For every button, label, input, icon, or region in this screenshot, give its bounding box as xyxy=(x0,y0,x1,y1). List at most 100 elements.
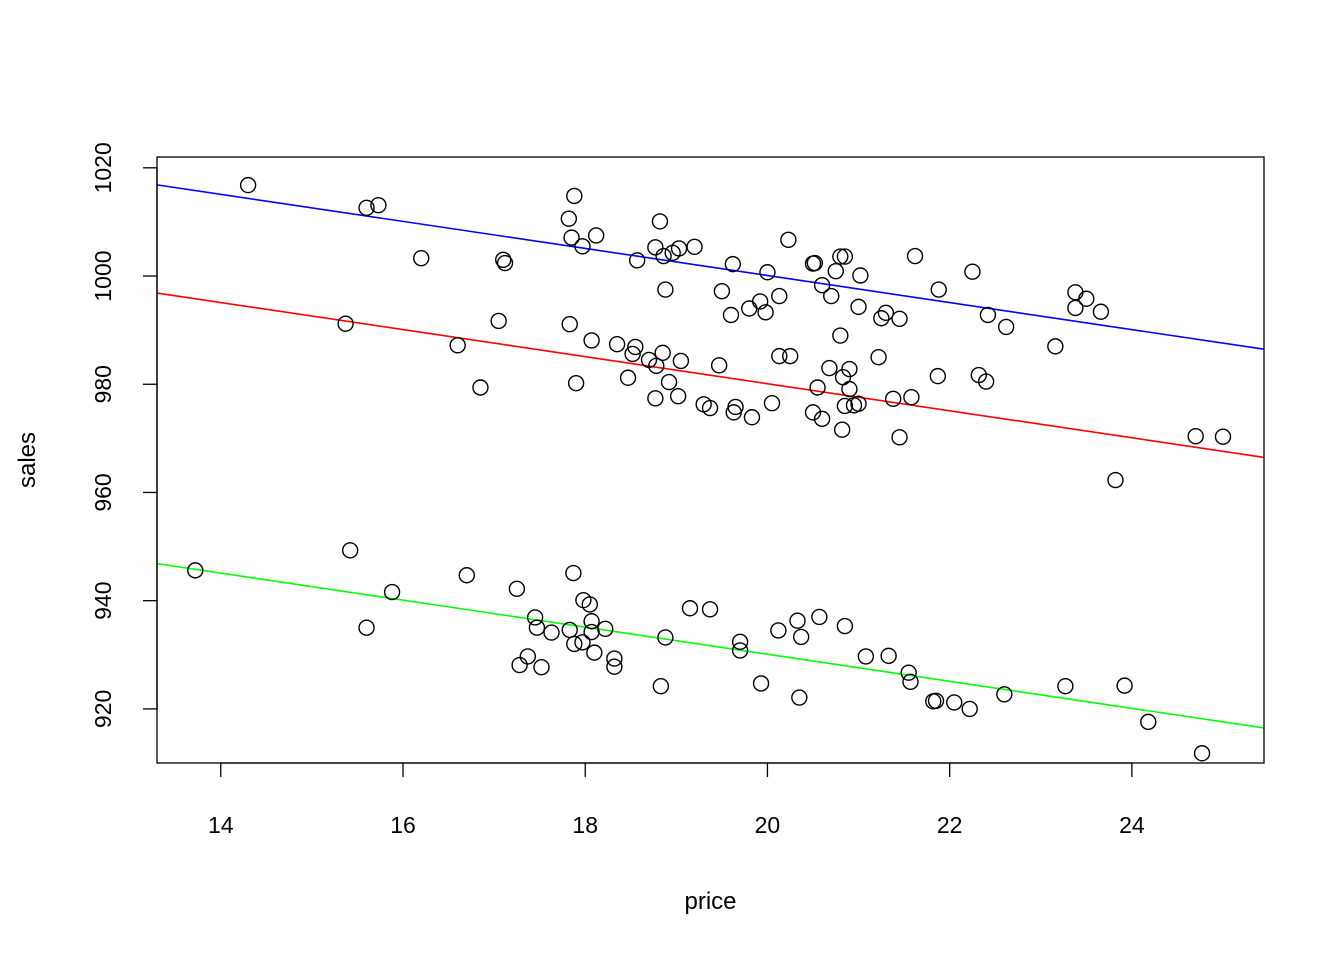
data-point xyxy=(606,658,623,675)
data-point xyxy=(701,601,719,618)
data-point xyxy=(780,231,797,248)
data-point xyxy=(827,262,844,280)
data-point xyxy=(997,318,1015,336)
data-point xyxy=(979,306,997,324)
data-point xyxy=(458,567,475,584)
x-tick-label: 24 xyxy=(1119,812,1145,838)
data-point xyxy=(561,315,578,333)
y-tick-label: 960 xyxy=(90,473,116,511)
data-point xyxy=(731,633,749,650)
data-point xyxy=(836,617,854,635)
data-point xyxy=(587,227,605,244)
y-tick-label: 1020 xyxy=(90,142,116,193)
data-point xyxy=(624,345,641,363)
data-point xyxy=(449,337,466,354)
data-point xyxy=(341,542,359,559)
data-point xyxy=(660,373,678,391)
data-point xyxy=(574,238,591,255)
data-point xyxy=(759,264,776,281)
data-point xyxy=(608,336,626,353)
data-point xyxy=(930,281,947,298)
data-point xyxy=(583,613,600,630)
y-tick-label: 980 xyxy=(90,365,116,403)
data-point xyxy=(743,409,761,426)
data-point xyxy=(1116,677,1133,694)
data-point xyxy=(619,369,637,386)
plot-frame xyxy=(156,156,1265,764)
data-point xyxy=(657,281,674,298)
data-point xyxy=(713,282,731,300)
data-point xyxy=(996,686,1013,703)
data-point xyxy=(358,619,375,636)
data-point xyxy=(669,387,687,405)
data-point xyxy=(906,247,924,265)
data-point xyxy=(586,644,603,661)
data-point xyxy=(791,689,808,706)
data-point xyxy=(1187,427,1204,445)
data-point xyxy=(654,344,671,362)
data-point xyxy=(823,287,840,305)
data-point xyxy=(652,677,670,695)
data-point xyxy=(566,187,583,205)
data-point xyxy=(1067,284,1084,301)
data-point xyxy=(877,304,895,322)
x-tick-label: 22 xyxy=(937,812,963,838)
data-point xyxy=(884,390,902,408)
x-tick-label: 16 xyxy=(390,812,416,838)
data-point xyxy=(891,429,908,446)
y-tick-label: 940 xyxy=(90,581,116,619)
data-point xyxy=(383,583,401,601)
data-point xyxy=(727,398,744,416)
data-point xyxy=(1092,303,1110,320)
y-axis: 920 940 960 980 1000 1020 xyxy=(90,142,158,728)
data-point xyxy=(490,312,507,330)
data-point xyxy=(813,410,831,428)
x-tick-label: 20 xyxy=(755,812,781,838)
data-point xyxy=(836,248,854,265)
data-point xyxy=(852,267,869,284)
data-point xyxy=(741,300,758,317)
data-point xyxy=(833,421,851,438)
data-point xyxy=(519,648,537,665)
data-point xyxy=(701,399,719,417)
data-point xyxy=(358,199,375,217)
data-point xyxy=(1057,677,1074,695)
data-point xyxy=(900,664,917,681)
data-point xyxy=(770,622,787,639)
data-point xyxy=(1078,290,1095,307)
data-point xyxy=(841,380,858,398)
data-point xyxy=(583,623,600,641)
data-point xyxy=(811,608,828,626)
data-point xyxy=(628,252,646,269)
data-point xyxy=(581,596,598,613)
regression-line-2 xyxy=(156,292,1265,459)
data-point xyxy=(574,634,591,651)
data-point xyxy=(977,373,995,390)
data-point xyxy=(565,564,582,582)
data-point xyxy=(496,254,514,272)
regression-line-1 xyxy=(156,184,1265,351)
regression-lines xyxy=(156,184,1265,729)
data-point xyxy=(731,642,749,659)
data-point xyxy=(648,357,665,375)
data-point xyxy=(902,673,919,691)
data-point xyxy=(964,263,981,280)
data-point xyxy=(543,624,560,641)
data-point xyxy=(627,338,644,356)
data-point xyxy=(1107,471,1124,489)
data-point xyxy=(508,580,526,597)
data-point xyxy=(813,277,831,294)
data-point xyxy=(782,347,799,365)
data-point xyxy=(567,374,585,392)
data-point xyxy=(526,609,544,626)
data-point xyxy=(724,255,742,273)
data-point xyxy=(560,210,578,227)
data-point xyxy=(239,176,257,194)
data-point xyxy=(751,293,769,310)
data-point xyxy=(722,306,740,324)
data-point xyxy=(710,357,728,374)
data-point xyxy=(804,404,822,421)
data-point xyxy=(563,229,580,246)
data-point xyxy=(857,648,875,665)
